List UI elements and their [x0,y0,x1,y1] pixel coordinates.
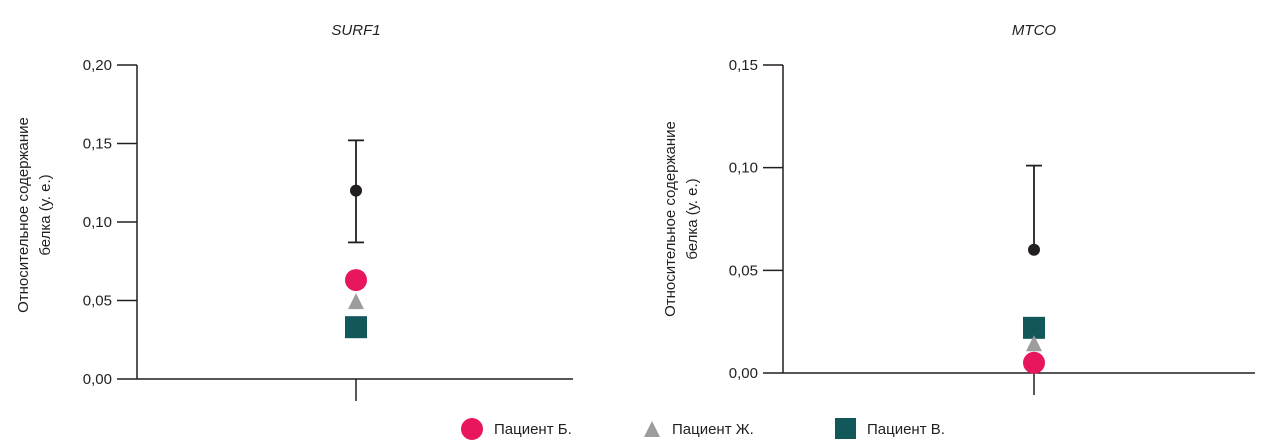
y-axis-label-line-2: белка (у. е.) [684,178,701,259]
y-tick-label: 0,20 [83,57,112,74]
chart-title: SURF1 [331,22,380,39]
chart-panel-mtco: 0,00 0,05 0,10 0,15 MTCO Относительное содерж… [662,22,1255,395]
point-mean [1028,243,1040,256]
y-tick-label: 0,05 [729,262,758,279]
y-tick-label: 0,15 [83,136,112,153]
y-axis-label-line-1: Относительное содержание [662,121,679,317]
y-tick-label: 0,10 [83,214,112,231]
legend-item-patient-b: Пациент Б. [460,417,572,441]
point-patient-v [1023,316,1045,339]
y-axis-label-line-2: белка (у. е.) [37,174,54,255]
legend-marker-triangle [644,421,660,437]
legend-label-patient-zh: Пациент Ж. [672,420,754,438]
chart-title: MTCO [1012,22,1056,39]
point-patient-b [345,269,367,292]
point-mean [350,184,362,197]
y-axis-label-line-1: Относительное содержание [15,117,32,313]
y-tick-label: 0,10 [729,160,758,177]
legend-marker-square [835,418,856,439]
point-patient-zh [1026,335,1042,352]
legend-item-patient-v: Пациент В. [835,417,945,441]
y-tick-label: 0,00 [83,371,112,388]
legend-label-patient-v: Пациент В. [867,420,945,438]
legend-label-patient-b: Пациент Б. [494,420,572,438]
legend-marker-circle [461,418,483,440]
point-patient-b [1023,351,1045,374]
y-tick-label: 0,00 [729,365,758,382]
point-patient-v [345,316,367,339]
chart-panel-surf1: 0,00 0,05 0,10 0,15 0,20 SURF1 Относительное с… [15,22,573,401]
y-tick-label: 0,05 [83,293,112,310]
legend-item-patient-zh: Пациент Ж. [642,417,754,441]
y-tick-label: 0,15 [729,57,758,74]
point-patient-zh [348,293,364,310]
